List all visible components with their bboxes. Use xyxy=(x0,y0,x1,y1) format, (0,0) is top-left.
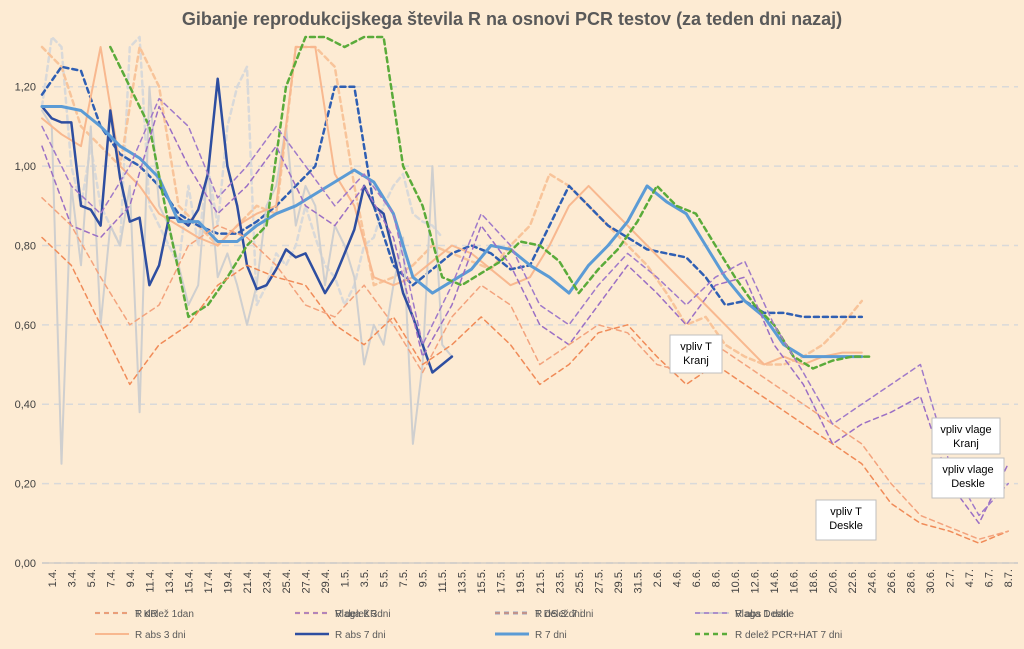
legend-label: T DS 3 dni xyxy=(535,609,582,620)
x-tick-label: 25.4. xyxy=(281,569,293,593)
x-tick-label: 25.5. xyxy=(574,569,586,593)
x-tick-label: 2.7. xyxy=(945,569,957,587)
x-tick-label: 6.6. xyxy=(691,569,703,587)
legend-label: R abs 3 dni xyxy=(135,630,186,641)
legend-label: Vlaga KR xyxy=(335,609,377,620)
x-tick-label: 28.6. xyxy=(906,569,918,593)
x-tick-label: 23.5. xyxy=(554,569,566,593)
x-tick-label: 8.6. xyxy=(710,569,722,587)
legend-label: R abs 7 dni xyxy=(335,630,386,641)
x-tick-label: 30.6. xyxy=(925,569,937,593)
annotation-box xyxy=(669,334,723,374)
annotation-text: Kranj xyxy=(683,355,709,367)
x-tick-label: 17.4. xyxy=(203,569,215,593)
x-tick-label: 1.5. xyxy=(340,569,352,587)
legend: R delež 1dan R delež 3dni R delež 7 dni R a… xyxy=(95,609,842,641)
y-tick-label: 1,00 xyxy=(15,161,36,173)
legend-label: T KR xyxy=(135,609,158,620)
grid xyxy=(42,85,1018,564)
x-tick-label: 13.5. xyxy=(457,569,469,593)
x-tick-label: 4.7. xyxy=(964,569,976,587)
x-tick-label: 11.4. xyxy=(144,569,156,593)
x-tick-label: 16.6. xyxy=(789,569,801,593)
annotations: vpliv T Kranj vpliv T Deskle vpliv vlage Kran… xyxy=(669,334,1005,541)
x-tick-label: 29.4. xyxy=(320,569,332,593)
y-tick-label: 1,20 xyxy=(15,82,36,94)
series-line-3 xyxy=(41,85,453,465)
x-tick-label: 14.6. xyxy=(769,569,781,593)
x-tick-label: 27.4. xyxy=(301,569,313,593)
series-line-2 xyxy=(40,65,864,319)
legend-label: R abs 1 dan xyxy=(735,609,789,620)
annotation-text: Deskle xyxy=(829,520,863,532)
x-tick-label: 1.4. xyxy=(47,569,59,587)
series-line-8 xyxy=(41,236,1009,544)
annotation-box xyxy=(815,499,877,541)
annotation-text: vpliv T xyxy=(830,506,862,518)
y-tick-label: 0,80 xyxy=(15,240,36,252)
x-tick-label: 9.4. xyxy=(125,569,137,587)
x-tick-label: 13.4. xyxy=(164,569,176,593)
annotation-text: vpliv T xyxy=(680,341,712,353)
x-tick-label: 31.5. xyxy=(632,569,644,593)
y-tick-label: 0,40 xyxy=(15,399,36,411)
x-tick-label: 3.5. xyxy=(359,569,371,587)
x-tick-label: 20.6. xyxy=(828,569,840,593)
x-tick-label: 18.6. xyxy=(808,569,820,593)
legend-label: Vlaga Deskle xyxy=(735,609,794,620)
series-line-0 xyxy=(40,35,444,307)
x-tick-label: 27.5. xyxy=(593,569,605,593)
annotation-box xyxy=(931,457,1005,499)
legend-label: R delež 1dan xyxy=(135,609,194,620)
x-tick-label: 23.4. xyxy=(261,569,273,593)
x-tick-label: 19.4. xyxy=(222,569,234,593)
legend-label: R delež PCR+HAT 7 dni xyxy=(735,630,842,641)
annotation-box xyxy=(931,417,1001,455)
legend-label: R delež 3dni xyxy=(335,609,391,620)
y-tick-label: 0,20 xyxy=(15,479,36,491)
series-line-10 xyxy=(41,197,1009,540)
x-tick-label: 7.4. xyxy=(105,569,117,587)
x-tick-label: 8.7. xyxy=(1003,569,1015,587)
x-tick-label: 22.6. xyxy=(847,569,859,593)
series-layer xyxy=(40,35,1009,544)
series-line-7 xyxy=(109,35,873,370)
series-line-9 xyxy=(41,105,1009,525)
x-tick-label: 15.4. xyxy=(183,569,195,593)
series-line-4 xyxy=(41,46,863,366)
y-tick-label: 0,00 xyxy=(15,558,36,570)
x-tick-label: 4.6. xyxy=(671,569,683,587)
legend-label: R delež 7 dni xyxy=(535,609,593,620)
x-tick-label: 21.5. xyxy=(535,569,547,593)
y-axis: 0,00 0,20 0,40 0,60 0,80 1,00 1,20 xyxy=(15,82,36,570)
annotation-text: vpliv vlage xyxy=(940,424,991,436)
y-tick-label: 0,60 xyxy=(15,320,36,332)
chart-title: Gibanje reprodukcijskega števila R na os… xyxy=(182,9,842,29)
x-tick-label: 6.7. xyxy=(984,569,996,587)
x-tick-label: 15.5. xyxy=(476,569,488,593)
x-tick-label: 5.5. xyxy=(379,569,391,587)
annotation-text: Deskle xyxy=(951,478,985,490)
x-tick-label: 7.5. xyxy=(398,569,410,587)
x-tick-label: 9.5. xyxy=(418,569,430,587)
x-tick-label: 26.6. xyxy=(886,569,898,593)
x-tick-label: 3.4. xyxy=(66,569,78,587)
x-tick-label: 12.6. xyxy=(749,569,761,593)
x-tick-label: 11.5. xyxy=(437,569,449,593)
annotation-text: vpliv vlage xyxy=(942,464,993,476)
legend-label: R 7 dni xyxy=(535,630,567,641)
x-tick-label: 29.5. xyxy=(613,569,625,593)
x-tick-label: 5.4. xyxy=(86,569,98,587)
x-tick-label: 10.6. xyxy=(730,569,742,593)
x-tick-label: 2.6. xyxy=(652,569,664,587)
x-tick-label: 17.5. xyxy=(496,569,508,593)
series-line-11 xyxy=(41,97,1009,517)
x-tick-label: 19.5. xyxy=(515,569,527,593)
annotation-text: Kranj xyxy=(953,438,979,450)
series-line-5 xyxy=(40,77,454,374)
x-tick-label: 21.4. xyxy=(242,569,254,593)
x-axis: 1.4. 3.4. 5.4. 7.4. 9.4. 11.4. 13.4. 15.4. 17.4.… xyxy=(47,569,1015,593)
x-tick-label: 24.6. xyxy=(867,569,879,593)
